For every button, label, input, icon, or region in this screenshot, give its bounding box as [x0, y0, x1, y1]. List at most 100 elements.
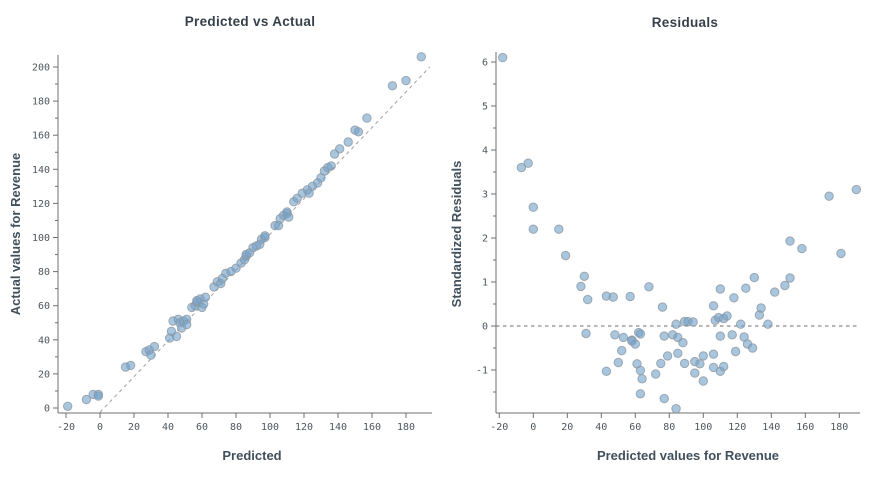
data-point: [851, 184, 861, 195]
data-point: [763, 319, 773, 329]
x-axis-title: Predicted values for Revenue: [597, 448, 779, 463]
x-tick-label: 120: [295, 422, 313, 433]
y-axis: 0 20 40 60 80 100 120 140 160 180 200: [32, 55, 59, 415]
data-point: [416, 52, 426, 62]
data-point: [260, 231, 270, 241]
data-point: [635, 329, 646, 339]
chart-title: Predicted vs Actual: [185, 14, 316, 29]
data-point: [671, 404, 681, 414]
data-point: [635, 365, 646, 376]
x-tick-label: -20: [490, 422, 508, 433]
points-layer: [62, 52, 426, 411]
y-axis-title: Standardized Residuals: [449, 161, 464, 308]
y-tick-label: 160: [32, 131, 50, 142]
x-tick-label: 140: [762, 422, 780, 433]
data-point: [651, 369, 661, 379]
data-point: [613, 357, 623, 368]
data-point: [200, 292, 211, 302]
chart-title: Residuals: [652, 15, 718, 30]
data-point: [554, 224, 564, 234]
data-point: [284, 212, 294, 222]
data-point: [722, 311, 732, 321]
data-point: [659, 393, 669, 404]
data-point: [608, 292, 618, 302]
x-tick-label: 180: [830, 422, 848, 433]
data-point: [785, 236, 795, 246]
y-tick-label: 180: [32, 97, 50, 108]
y-tick-label: 120: [32, 199, 50, 210]
y-axis-title: Actual values for Revenue: [8, 153, 23, 316]
y-tick-label: 4: [482, 146, 488, 157]
data-point: [523, 158, 533, 168]
data-point: [715, 284, 725, 294]
y-tick-label: 140: [32, 165, 50, 176]
data-point: [362, 113, 372, 123]
residuals-chart: Residuals Predicted values for Revenue S…: [449, 15, 861, 463]
y-tick-label: 100: [32, 233, 50, 244]
data-point: [401, 75, 411, 86]
data-point: [625, 291, 635, 302]
data-point: [736, 319, 746, 329]
data-point: [353, 127, 364, 137]
data-point: [671, 319, 681, 329]
data-point: [756, 303, 766, 313]
data-point: [581, 328, 591, 339]
plot-area: -20 0 20 40 60 80 100 120 140 160 180 -1 0 1 2 3 4 5 6: [476, 52, 861, 433]
data-point: [335, 144, 345, 154]
x-tick-label: 100: [694, 422, 712, 433]
data-point: [601, 366, 612, 376]
data-point: [780, 280, 790, 291]
data-point: [125, 360, 136, 371]
data-point: [749, 272, 759, 283]
data-point: [387, 81, 398, 91]
y-tick-label: 80: [38, 267, 50, 278]
data-point: [678, 338, 688, 348]
x-tick-label: 80: [230, 422, 242, 433]
y-axis: -1 0 1 2 3 4 5 6: [476, 52, 497, 413]
data-point: [708, 349, 719, 359]
data-point: [149, 341, 160, 352]
y-tick-label: 0: [482, 322, 488, 333]
data-point: [656, 358, 666, 369]
x-tick-label: 180: [397, 422, 415, 433]
data-point: [583, 294, 593, 305]
data-point: [785, 273, 795, 283]
data-point: [690, 368, 700, 378]
data-point: [673, 348, 683, 358]
data-point: [326, 161, 336, 171]
data-point: [93, 391, 104, 401]
data-point: [659, 331, 669, 341]
x-tick-label: 120: [728, 422, 746, 433]
data-point: [741, 283, 751, 293]
x-tick-label: 40: [595, 422, 607, 433]
data-point: [679, 358, 690, 369]
data-point: [729, 293, 739, 303]
x-axis: -20 0 20 40 60 80 100 120 140 160 180: [490, 412, 860, 433]
x-tick-label: 0: [97, 422, 103, 433]
y-tick-label: 20: [38, 369, 50, 380]
data-point: [182, 319, 192, 330]
data-point: [498, 52, 508, 63]
data-point: [644, 282, 654, 292]
y-tick-label: 40: [38, 335, 50, 346]
data-point: [630, 339, 640, 349]
y-tick-label: 1: [482, 278, 488, 289]
data-point: [81, 394, 92, 405]
y-tick-label: 60: [38, 301, 50, 312]
data-point: [662, 351, 673, 361]
x-tick-label: 160: [796, 422, 814, 433]
x-axis-title: Predicted: [222, 448, 281, 463]
data-point: [62, 401, 73, 411]
x-tick-label: 20: [561, 422, 573, 433]
x-tick-label: 160: [363, 422, 381, 433]
y-tick-label: 5: [482, 102, 488, 113]
data-point: [698, 376, 708, 386]
data-point: [528, 202, 538, 212]
plot-area: -20 0 20 40 60 80 100 120 140 160 180 0 20 40 60 80 100 1…: [32, 52, 432, 433]
data-point: [516, 162, 527, 173]
y-tick-label: 0: [44, 404, 50, 415]
data-point: [610, 330, 620, 340]
data-point: [343, 137, 353, 147]
